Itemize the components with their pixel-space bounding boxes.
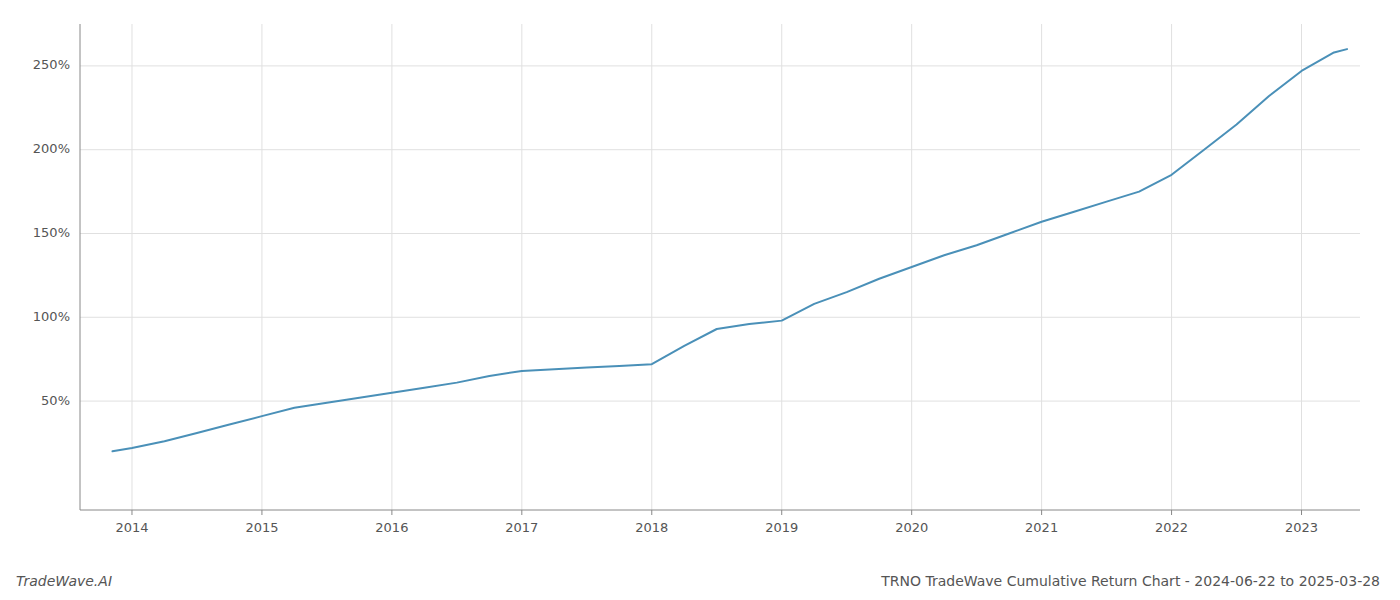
x-tick-label: 2017 (505, 520, 538, 535)
x-tick-label: 2014 (115, 520, 148, 535)
x-grid-line (521, 24, 522, 510)
x-tick-mark (521, 510, 522, 515)
x-tick-label: 2018 (635, 520, 668, 535)
grid (80, 24, 1360, 510)
x-tick-label: 2019 (765, 520, 798, 535)
x-tick-mark (651, 510, 652, 515)
y-axis-line (80, 24, 81, 510)
x-grid-line (131, 24, 132, 510)
x-grid-line (1301, 24, 1302, 510)
x-tick-mark (261, 510, 262, 515)
title: TRNO TradeWave Cumulative Return Chart -… (880, 573, 1380, 589)
x-grid-line (651, 24, 652, 510)
x-tick-mark (911, 510, 912, 515)
x-tick-mark (131, 510, 132, 515)
line (112, 49, 1347, 451)
x-grid-line (261, 24, 262, 510)
y-tick-label: 150% (33, 225, 70, 240)
y-tick-label: 50% (41, 393, 70, 408)
y-tick-label: 100% (33, 309, 70, 324)
y-grid-line (80, 401, 1360, 402)
y-grid-line (80, 65, 1360, 66)
x-tick-mark (1041, 510, 1042, 515)
x-tick-label: 2022 (1155, 520, 1188, 535)
y-grid-line (80, 317, 1360, 318)
background (0, 0, 1400, 600)
x-grid-line (781, 24, 782, 510)
x-grid-line (391, 24, 392, 510)
axes: 50% 100% 150% 200% 250% 2014 2015 2016 2017 2018 2… (33, 24, 1360, 535)
y-tick-label: 200% (33, 141, 70, 156)
x-grid-line (1041, 24, 1042, 510)
chart: 50% 100% 150% 200% 250% 2014 2015 2016 2017 2018 2… (0, 0, 1400, 600)
x-tick-mark (781, 510, 782, 515)
watermark: TradeWave.AI (16, 573, 112, 589)
x-tick-mark (1301, 510, 1302, 515)
x-tick-label: 2021 (1025, 520, 1058, 535)
x-tick-mark (391, 510, 392, 515)
x-tick-label: 2023 (1285, 520, 1318, 535)
x-axis-line (80, 510, 1360, 511)
x-tick-label: 2020 (895, 520, 928, 535)
plot-area (112, 49, 1347, 451)
x-tick-label: 2016 (375, 520, 408, 535)
y-tick-label: 250% (33, 57, 70, 72)
x-tick-label: 2015 (245, 520, 278, 535)
y-grid-line (80, 233, 1360, 234)
x-grid-line (1171, 24, 1172, 510)
y-grid-line (80, 149, 1360, 150)
x-tick-mark (1171, 510, 1172, 515)
